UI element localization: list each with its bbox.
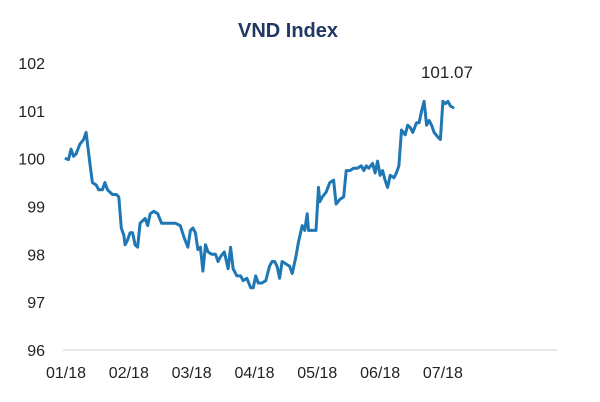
x-tick-label: 02/18 [109,365,149,382]
y-tick-label: 102 [18,56,45,73]
y-axis: 96 97 98 99 100 101 102 [18,56,45,360]
x-tick-label: 03/18 [172,365,212,382]
series-group [64,99,455,290]
x-tick-label: 06/18 [360,365,400,382]
x-tick-label: 07/18 [423,365,463,382]
y-tick-label: 101 [18,104,45,121]
y-tick-label: 96 [27,343,45,360]
x-axis: 01/18 02/18 03/18 04/18 05/18 06/18 07/18 [46,365,463,382]
x-tick-label: 01/18 [46,365,86,382]
y-tick-label: 98 [27,247,45,264]
series-line [64,99,455,290]
y-tick-label: 97 [27,295,45,312]
x-tick-label: 04/18 [234,365,274,382]
y-tick-label: 100 [18,152,45,169]
y-tick-label: 99 [27,200,45,217]
chart-title: VND Index [238,20,338,42]
last-value-label: 101.07 [421,63,473,82]
x-tick-label: 05/18 [297,365,337,382]
